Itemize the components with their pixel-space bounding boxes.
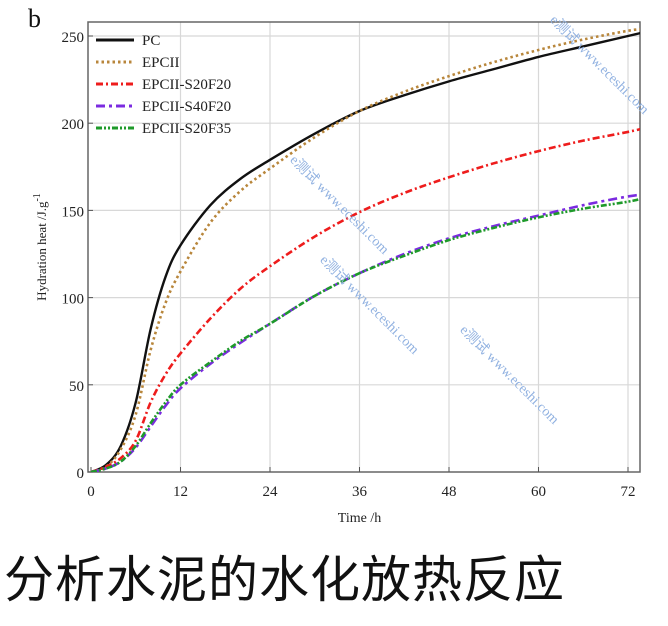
x-tick-label: 12 xyxy=(173,484,188,500)
y-tick-label: 100 xyxy=(62,292,85,308)
x-tick-label: 24 xyxy=(263,484,279,500)
series-line-epcii-s40f20 xyxy=(90,193,640,472)
series-line-pc xyxy=(90,31,640,472)
x-tick-label: 60 xyxy=(531,484,546,500)
x-tick-label: 48 xyxy=(442,484,457,500)
series-line-epcii-s20f20 xyxy=(90,127,640,472)
series-line-epcii xyxy=(90,27,640,472)
slide-caption: 分析水泥的水化放热反应 xyxy=(4,551,565,609)
legend-label: EPCII-S40F20 xyxy=(142,99,231,115)
series-line-epcii-s20f35 xyxy=(90,197,640,472)
y-tick-label: 250 xyxy=(62,30,85,46)
legend-label: EPCII-S20F20 xyxy=(142,77,231,93)
y-tick-label: 200 xyxy=(62,117,85,133)
y-axis-label: Hydration heat /J.g-1 xyxy=(32,193,49,301)
plot-frame xyxy=(87,21,641,473)
x-tick-label: 36 xyxy=(352,484,368,500)
y-tick-label: 150 xyxy=(62,204,85,220)
y-tick-label: 50 xyxy=(69,379,84,395)
legend-label: PC xyxy=(142,33,160,49)
y-tick-label: 0 xyxy=(77,466,85,482)
panel-label: b xyxy=(28,4,41,33)
hydration-heat-chart: 0 12 24 36 48 60 72 0 50 100 150 200 250 Time /h Hydra… xyxy=(32,21,641,526)
x-tick-label: 0 xyxy=(87,484,95,500)
x-tick-label: 72 xyxy=(621,484,636,500)
legend-label: EPCII-S20F35 xyxy=(142,121,231,137)
y-axis-label-superscript: -1 xyxy=(32,193,43,201)
x-axis-label: Time /h xyxy=(338,511,381,526)
legend-label: EPCII xyxy=(142,55,180,71)
